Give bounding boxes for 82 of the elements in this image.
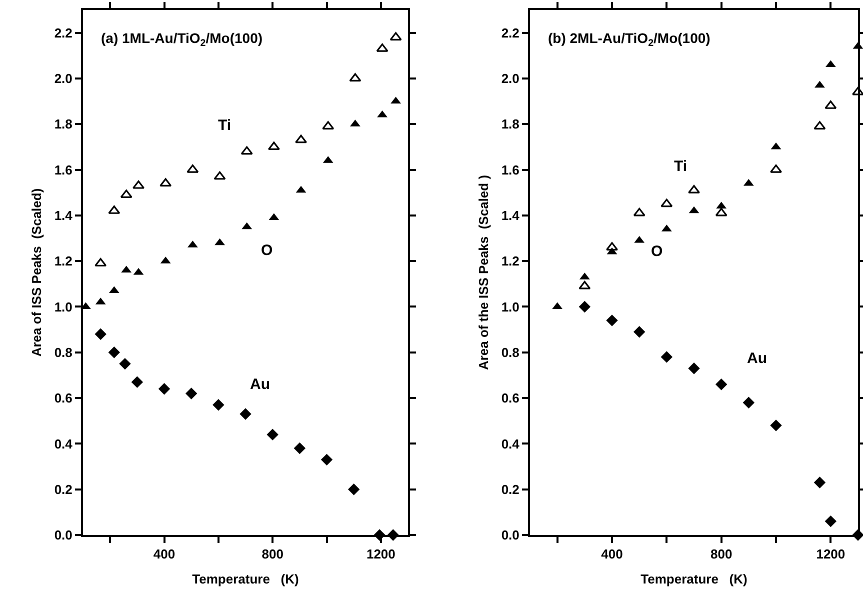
point (578, 280, 591, 290)
point (186, 164, 199, 173)
point (770, 164, 782, 173)
point (824, 515, 837, 528)
x-tick-label: 400 (153, 546, 176, 562)
y-tick-label: 1.2 (54, 254, 72, 269)
x-axis-title: Temperature (K) (640, 572, 748, 587)
point (119, 358, 131, 370)
text: (a) 1ML-Au/TiO$_{2}$/Mo(100) (101, 30, 263, 49)
y-tick-label: 2.2 (54, 25, 72, 40)
point (814, 80, 825, 88)
y-tick-label: 1.4 (54, 208, 74, 223)
point (348, 484, 360, 496)
point (320, 454, 333, 466)
point (132, 180, 145, 189)
point (660, 198, 673, 208)
point (578, 300, 591, 313)
y-tick-label: 1.4 (501, 208, 520, 223)
y-tick-label: 1.6 (501, 162, 520, 178)
y-tick-label: 1.0 (54, 299, 72, 314)
y-tick-label: 2.0 (501, 71, 520, 86)
series-label: Ti (218, 117, 232, 134)
y-tick-label: 0.2 (54, 482, 72, 497)
point (688, 185, 700, 194)
x-tick-label: 400 (601, 546, 623, 562)
point (349, 73, 362, 82)
y-tick-label: 1.2 (501, 254, 520, 269)
y-tick-label: 0.6 (501, 390, 520, 406)
point (294, 442, 306, 454)
y-tick-label: 0.6 (54, 390, 72, 406)
y-tick-label: 0.0 (54, 528, 72, 543)
point (770, 420, 782, 432)
point (214, 171, 226, 180)
point (814, 476, 826, 488)
series-label: O (261, 242, 273, 259)
y-tick-label: 1.8 (54, 116, 72, 132)
x-axis-title: Temperature (K) (192, 572, 299, 587)
point (852, 86, 863, 96)
point (214, 238, 225, 246)
text: (b) 2ML-Au/TiO$_{2}$/Mo(100) (548, 30, 710, 49)
series-label: Au (747, 350, 767, 367)
point (633, 326, 646, 338)
series-label: Au (250, 376, 270, 393)
point (108, 346, 120, 358)
point (742, 396, 755, 408)
y-tick-label: 1.6 (54, 162, 72, 178)
point (268, 142, 280, 150)
point (606, 242, 618, 250)
point (660, 351, 673, 363)
point (94, 328, 106, 340)
y-tick-label: 0.8 (54, 344, 72, 360)
y-tick-label: 0.0 (501, 528, 520, 543)
point (158, 383, 170, 395)
point (295, 134, 308, 144)
point (715, 208, 728, 216)
x-tick-label: 1200 (816, 546, 846, 562)
series-label: Ti (674, 158, 688, 175)
point (240, 408, 252, 420)
y-tick-label: 1.8 (501, 116, 520, 132)
point (185, 388, 198, 400)
x-tick-label: 800 (262, 546, 284, 562)
y-tick-label: 0.8 (501, 344, 520, 360)
point (131, 376, 144, 388)
y-axis-title: Area of the ISS Peaks (Scaled ) (476, 174, 491, 370)
point (160, 178, 172, 187)
point (688, 362, 700, 374)
y-tick-label: 0.4 (54, 436, 74, 452)
y-axis-title: Area of ISS Peaks (Scaled) (28, 188, 44, 357)
x-tick-label: 800 (710, 546, 732, 562)
point (212, 399, 224, 411)
x-tick-label: 1200 (366, 546, 396, 562)
y-tick-label: 0.4 (501, 436, 520, 452)
point (606, 314, 618, 326)
y-tick-label: 1.0 (501, 299, 520, 314)
point (633, 208, 646, 216)
y-tick-label: 2.0 (54, 71, 72, 86)
point (266, 428, 278, 440)
y-tick-label: 2.2 (501, 25, 520, 40)
y-tick-label: 0.2 (501, 482, 520, 497)
point (715, 378, 728, 390)
series-label: O (651, 243, 663, 260)
point (240, 146, 253, 155)
